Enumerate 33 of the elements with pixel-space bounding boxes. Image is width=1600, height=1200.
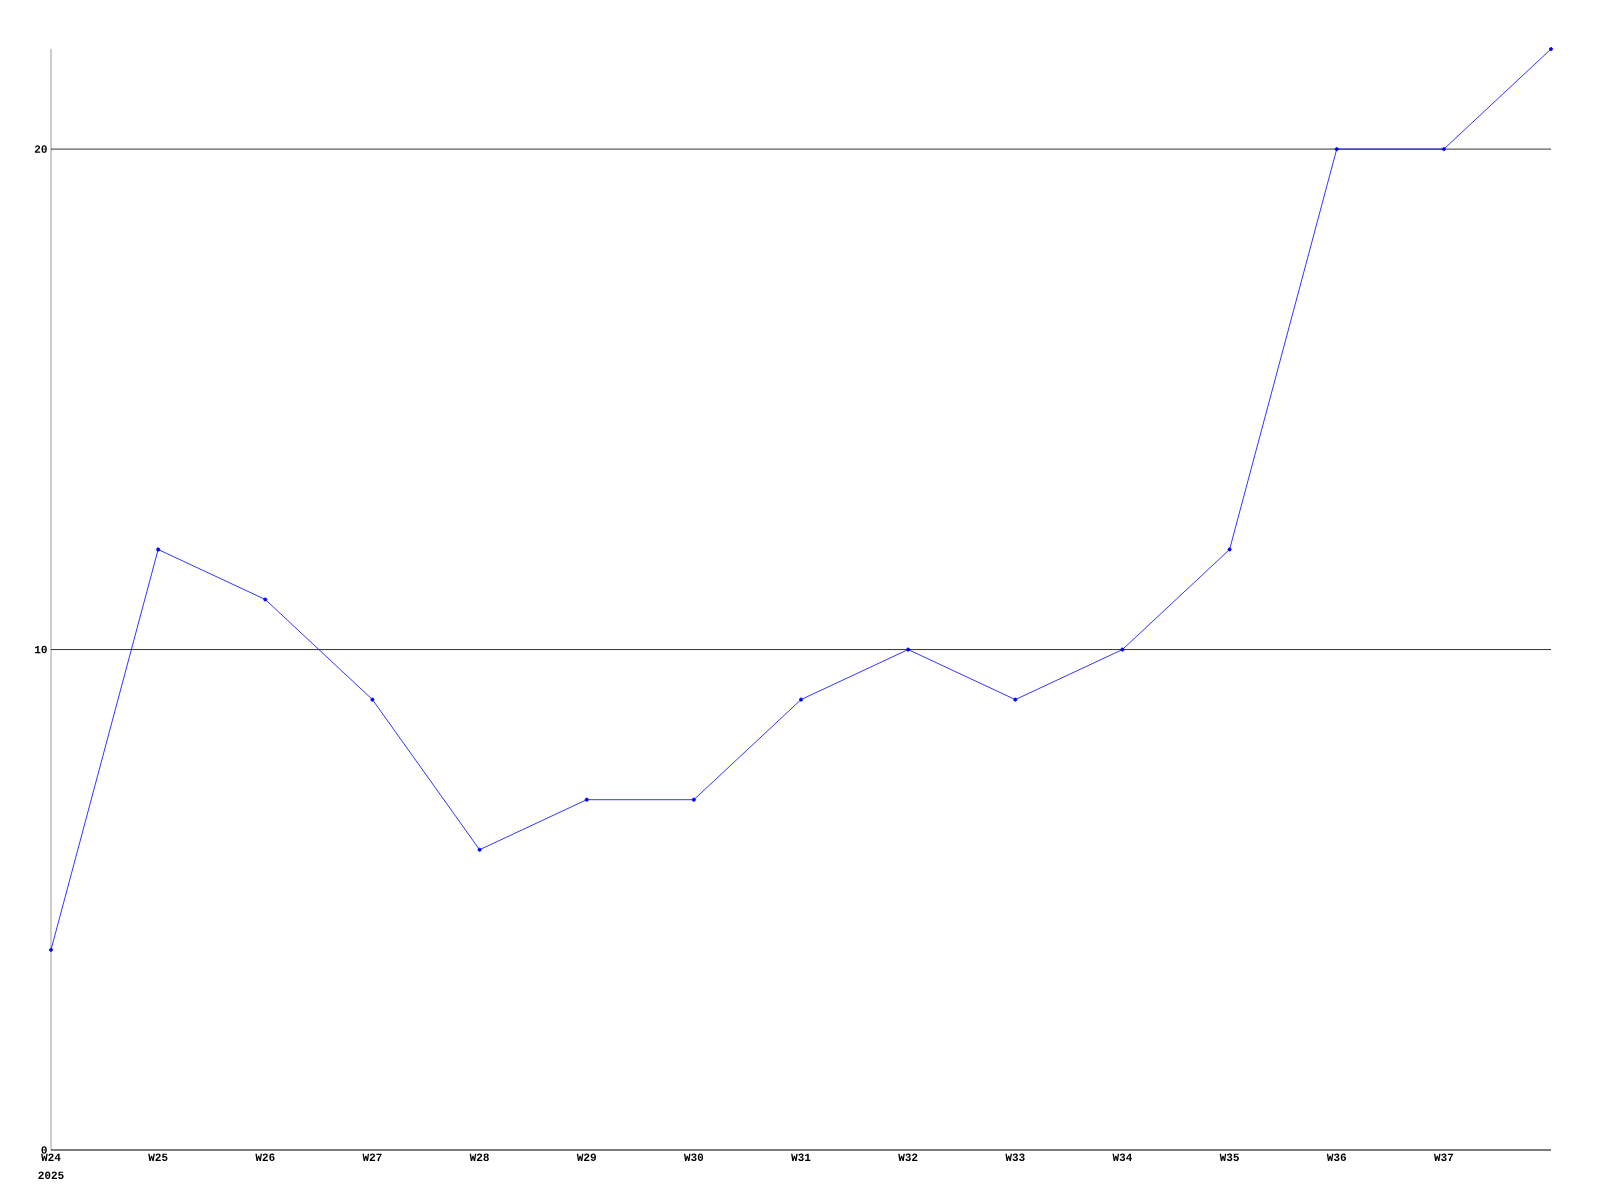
point <box>691 797 696 802</box>
point <box>799 697 804 702</box>
y-tick-label: 10 <box>35 645 47 654</box>
x-tick-label: W36 <box>1326 1153 1347 1162</box>
point <box>49 947 53 952</box>
point <box>156 547 161 552</box>
x-tick-label: W37 <box>1433 1153 1454 1162</box>
x-tick-label: W32 <box>898 1153 918 1162</box>
x-tick-label: W31 <box>791 1153 811 1162</box>
point <box>263 597 268 602</box>
point <box>1441 147 1446 152</box>
x-tick-label: W27 <box>362 1153 382 1161</box>
x-tick-label: W29 <box>576 1153 596 1161</box>
x-tick-label: W24 <box>41 1153 61 1161</box>
point <box>1227 547 1232 552</box>
point <box>906 647 911 652</box>
point <box>1013 697 1018 702</box>
point <box>1120 647 1125 652</box>
point <box>584 797 589 802</box>
point <box>370 697 375 702</box>
x-tick-label: W28 <box>469 1153 489 1161</box>
x-tick-label: W34 <box>1112 1153 1133 1162</box>
x-tick-label: W30 <box>683 1153 704 1162</box>
text: 2025 <box>38 1171 64 1179</box>
x-tick-label: W33 <box>1005 1153 1025 1162</box>
x-tick-label: W26 <box>255 1153 275 1161</box>
x-tick-label: W35 <box>1219 1153 1239 1162</box>
x-tick-label: W25 <box>148 1153 168 1161</box>
point <box>1549 47 1554 52</box>
point <box>1334 147 1339 152</box>
y-tick-label: 20 <box>34 145 47 153</box>
y-tick-label: 0 <box>41 1146 47 1154</box>
point <box>477 847 482 852</box>
